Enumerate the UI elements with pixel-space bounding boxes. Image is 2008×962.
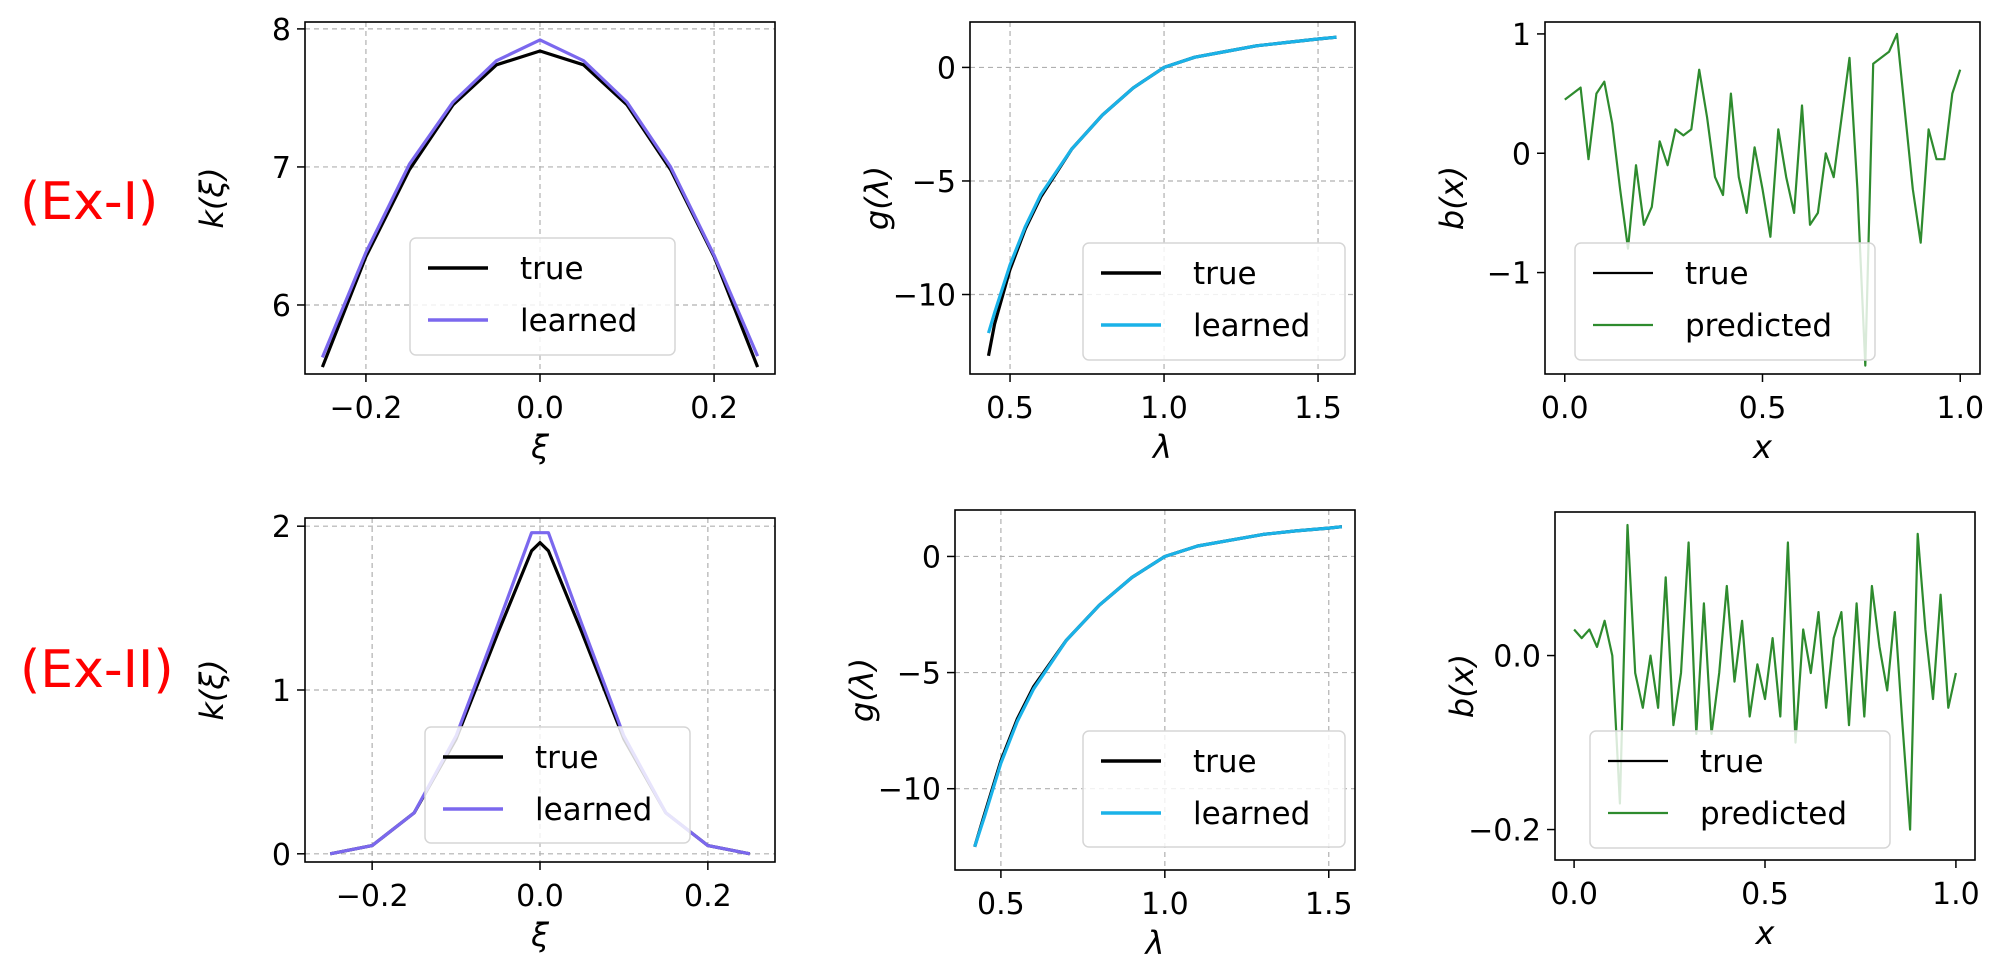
- x-tick-label: 0.2: [690, 391, 738, 426]
- y-tick-label: 7: [272, 151, 291, 186]
- row-label-ex-i: (Ex-I): [20, 172, 159, 232]
- y-axis-label: k(ξ): [193, 659, 231, 720]
- x-axis-label: x: [1755, 914, 1776, 952]
- y-tick-label: 0: [922, 540, 941, 575]
- x-axis-label: λ: [1151, 428, 1172, 466]
- axes-frame: [969, 21, 1356, 375]
- legend-label-predicted: predicted: [1700, 796, 1847, 832]
- chart-panel-3: 0.0 0.5 1.0 −1 0 1 x b(x) true predicted: [1433, 18, 1984, 466]
- x-tick-label: 0.0: [516, 879, 564, 914]
- legend-label-true: true: [520, 251, 584, 287]
- legend-label-true: true: [1193, 256, 1257, 292]
- legend-label-true: true: [535, 740, 599, 776]
- x-axis-label: ξ: [530, 428, 550, 466]
- y-tick-label: −5: [912, 165, 956, 200]
- legend-label-learned: learned: [1193, 308, 1310, 344]
- x-tick-label: 1.0: [1936, 391, 1984, 426]
- x-tick-label: −0.2: [329, 391, 402, 426]
- y-tick-label: −10: [893, 279, 956, 314]
- y-tick-label: 1: [272, 674, 291, 709]
- chart-panel-2: 0.5 1.0 1.5 −10 −5 0 λ g(λ) true learned: [858, 21, 1356, 466]
- legend-label-learned: learned: [1193, 796, 1310, 832]
- x-tick-label: 0.0: [516, 391, 564, 426]
- x-tick-label: 0.0: [1550, 877, 1598, 912]
- chart-panel-5: 0.5 1.0 1.5 −10 −5 0 λ g(λ) true learned: [843, 509, 1356, 962]
- y-tick-label: −1: [1487, 257, 1531, 292]
- axes-frame: [954, 509, 1356, 871]
- y-tick-label: −10: [878, 773, 941, 808]
- y-tick-label: 0.0: [1493, 640, 1541, 675]
- y-tick-label: 0: [1512, 137, 1531, 172]
- legend-label-true: true: [1193, 744, 1257, 780]
- legend-label-learned: learned: [520, 303, 637, 339]
- y-tick-label: 0: [272, 838, 291, 873]
- y-tick-label: −5: [897, 657, 941, 692]
- y-axis-label: g(λ): [858, 166, 896, 230]
- x-tick-label: 1.5: [1305, 887, 1353, 922]
- x-axis-label: λ: [1144, 924, 1165, 962]
- y-axis-label: k(ξ): [193, 167, 231, 228]
- series-line-learned: [986, 35, 1337, 334]
- chart-panel-6: 0.0 0.5 1.0 −0.2 0.0 x b(x) true predicted: [1443, 511, 1980, 952]
- y-axis-label: b(x): [1443, 654, 1481, 718]
- y-axis-label: b(x): [1433, 166, 1471, 230]
- x-axis-label: ξ: [530, 916, 550, 954]
- legend-label-true: true: [1700, 744, 1764, 780]
- y-tick-label: 0: [937, 51, 956, 86]
- x-tick-label: 1.0: [1140, 391, 1188, 426]
- y-tick-label: 8: [272, 13, 291, 48]
- chart-panel-1: −0.2 0.0 0.2 6 7 8 ξ k(ξ) true learned: [193, 13, 776, 466]
- x-tick-label: 1.5: [1294, 391, 1342, 426]
- x-tick-label: 0.5: [1739, 391, 1787, 426]
- row-label-ex-ii: (Ex-II): [20, 640, 174, 700]
- series-line-learned: [320, 38, 760, 359]
- y-tick-label: −0.2: [1468, 814, 1541, 849]
- series-line-learned: [973, 525, 1343, 848]
- series-line-predicted: [1573, 523, 1957, 831]
- y-tick-label: 1: [1512, 18, 1531, 53]
- series-line-predicted: [1564, 32, 1962, 367]
- y-tick-label: 6: [272, 289, 291, 324]
- legend-label-learned: learned: [535, 792, 652, 828]
- y-tick-label: 2: [272, 510, 291, 545]
- x-tick-label: 0.5: [986, 391, 1034, 426]
- legend-label-true: true: [1685, 256, 1749, 292]
- x-tick-label: 1.0: [1141, 887, 1189, 922]
- x-tick-label: −0.2: [336, 879, 409, 914]
- legend-label-predicted: predicted: [1685, 308, 1832, 344]
- x-tick-label: 0.0: [1541, 391, 1589, 426]
- y-axis-label: g(λ): [843, 658, 881, 722]
- x-axis-label: x: [1752, 428, 1773, 466]
- x-tick-label: 0.2: [684, 879, 732, 914]
- chart-panel-4: −0.2 0.0 0.2 0 1 2 ξ k(ξ) true learned: [193, 510, 776, 954]
- x-tick-label: 0.5: [977, 887, 1025, 922]
- x-tick-label: 1.0: [1932, 877, 1980, 912]
- x-tick-label: 0.5: [1741, 877, 1789, 912]
